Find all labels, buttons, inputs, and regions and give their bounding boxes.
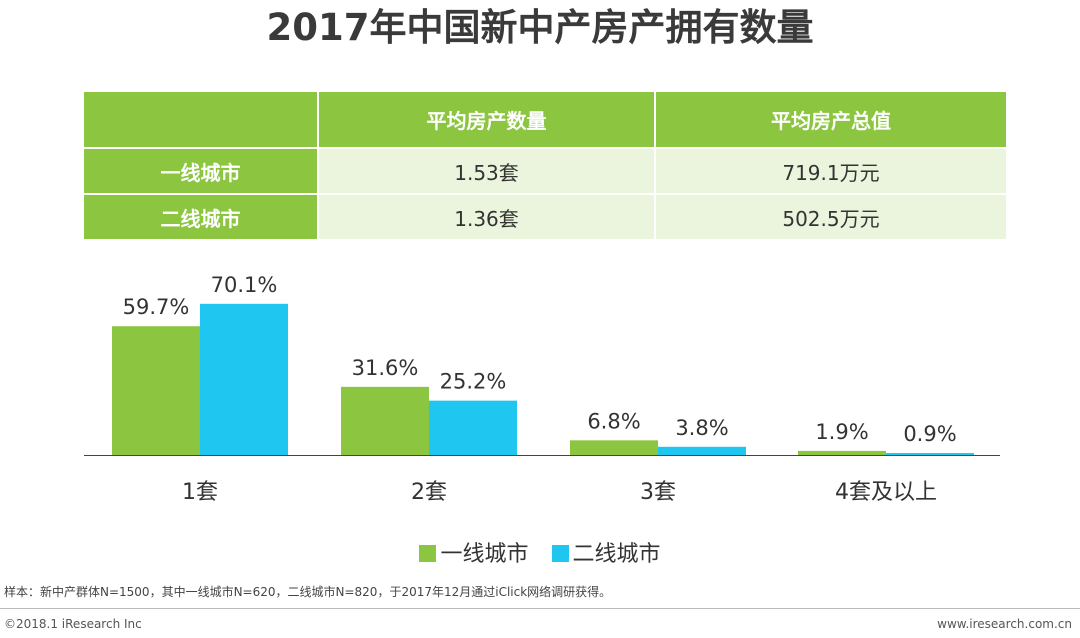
table-cell-value: 502.5万元 (656, 195, 1006, 241)
table-header-corner (84, 92, 319, 149)
bar-tier2-0 (200, 303, 288, 455)
page-title: 2017年中国新中产房产拥有数量 (266, 6, 814, 49)
data-label: 0.9% (903, 422, 956, 446)
copyright-text: ©2018.1 iResearch Inc (4, 617, 142, 631)
legend-item-tier2: 二线城市 (551, 536, 661, 568)
data-label: 3.8% (675, 416, 728, 440)
table-row: 一线城市 1.53套 719.1万元 (84, 149, 1006, 195)
table-cell-count: 1.36套 (319, 195, 656, 241)
category-label: 4套及以上 (835, 480, 937, 505)
bar-tier2-3 (886, 453, 974, 455)
data-label: 70.1% (211, 273, 278, 297)
bar-tier1-2 (570, 440, 658, 455)
website-link[interactable]: www.iresearch.com.cn (937, 617, 1072, 631)
summary-table: 平均房产数量 平均房产总值 一线城市 1.53套 719.1万元 二线城市 1.… (84, 92, 1006, 241)
table-cell-value: 719.1万元 (656, 149, 1006, 195)
category-label: 1套 (182, 480, 218, 505)
table-row: 二线城市 1.36套 502.5万元 (84, 195, 1006, 241)
table-row-label: 二线城市 (84, 195, 319, 241)
bar-tier2-2 (658, 446, 746, 455)
legend-swatch-tier2 (551, 544, 569, 562)
data-label: 31.6% (352, 356, 419, 380)
legend-item-tier1: 一线城市 (419, 536, 529, 568)
legend-swatch-tier1 (419, 544, 437, 562)
data-label: 25.2% (440, 370, 507, 394)
category-label: 3套 (640, 480, 676, 505)
data-label: 1.9% (815, 420, 868, 444)
chart-legend: 一线城市 二线城市 (0, 536, 1080, 568)
table-cell-count: 1.53套 (319, 149, 656, 195)
bar-tier1-0 (112, 326, 200, 455)
bar-chart: 59.7% 70.1% 1套 31.6% 25.2% 2套 6.8% 3.8% 3套 1.9% 0.… (84, 273, 1000, 505)
legend-label-tier1: 一线城市 (440, 542, 529, 567)
table-header-value: 平均房产总值 (656, 92, 1006, 149)
table-row-label: 一线城市 (84, 149, 319, 195)
category-label: 2套 (411, 480, 447, 505)
table-header-row: 平均房产数量 平均房产总值 (84, 92, 1006, 149)
legend-label-tier2: 二线城市 (572, 542, 661, 567)
bar-tier1-3 (798, 450, 886, 455)
sample-note: 样本：新中产群体N=1500，其中一线城市N=620，二线城市N=820，于20… (4, 585, 612, 599)
bar-tier1-1 (341, 386, 429, 455)
data-label: 6.8% (587, 409, 640, 433)
data-label: 59.7% (123, 295, 190, 319)
bar-tier2-1 (429, 400, 517, 455)
footer-divider (0, 608, 1080, 609)
table-header-count: 平均房产数量 (319, 92, 656, 149)
